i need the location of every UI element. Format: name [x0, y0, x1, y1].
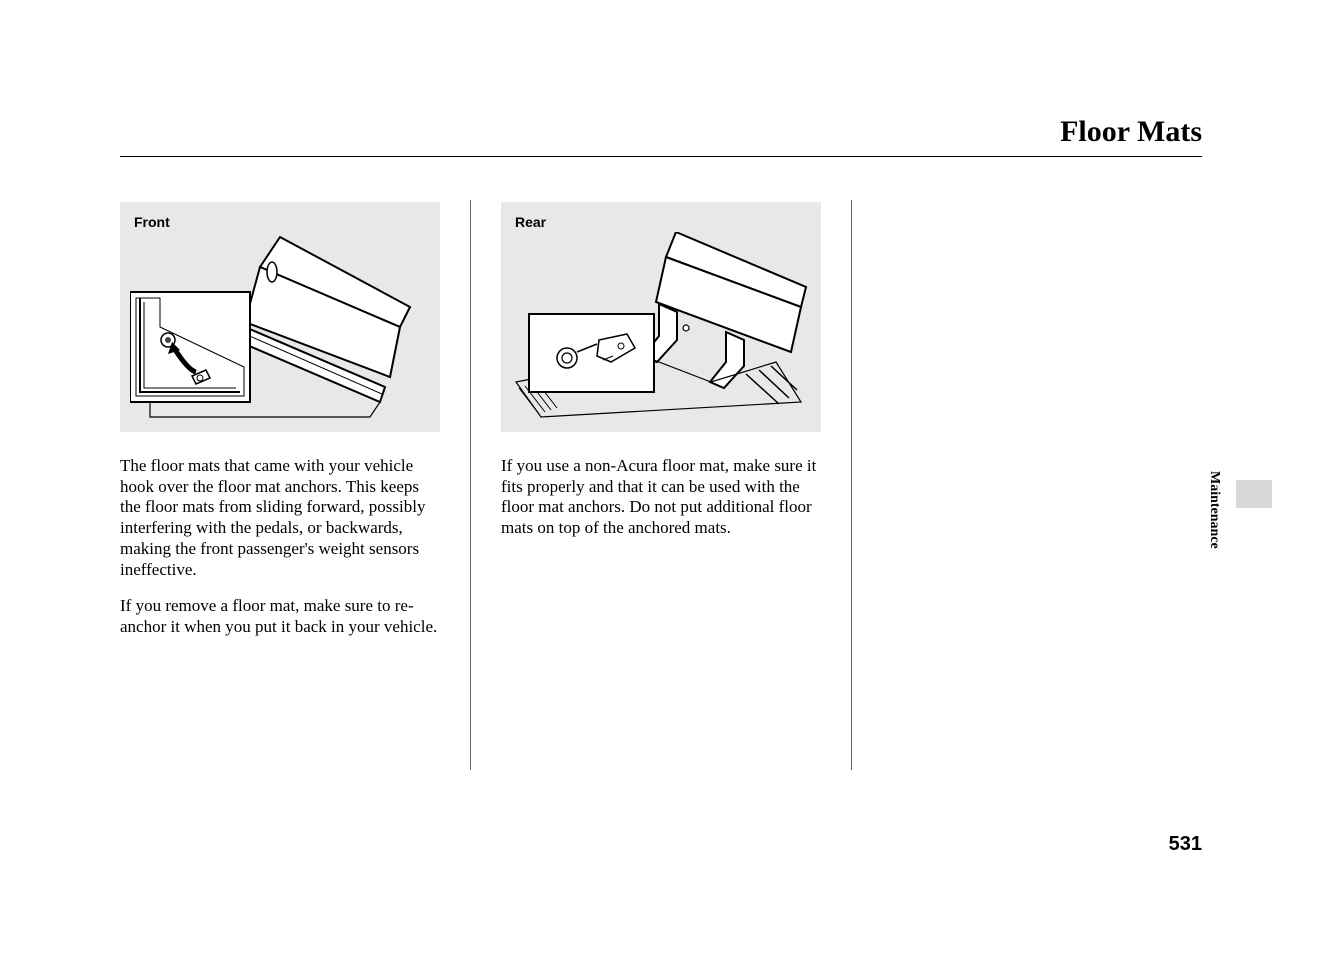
column-1: Front [120, 200, 470, 770]
paragraph: If you use a non-Acura floor mat, make s… [501, 456, 821, 539]
section-tab-bar [1236, 480, 1272, 508]
figure-label-rear: Rear [515, 214, 546, 230]
section-tab-label: Maintenance [1206, 471, 1222, 549]
paragraph: The floor mats that came with your vehic… [120, 456, 440, 580]
paragraph: If you remove a floor mat, make sure to … [120, 596, 440, 637]
figure-rear: Rear [501, 202, 821, 432]
title-rule [120, 156, 1202, 157]
content-columns: Front [120, 200, 1232, 770]
section-tab: Maintenance [1196, 430, 1232, 590]
rear-floor-mat-illustration [511, 232, 811, 422]
column-divider [851, 200, 852, 770]
manual-page: Floor Mats Front [0, 0, 1332, 954]
front-floor-mat-illustration [130, 232, 430, 422]
figure-front: Front [120, 202, 440, 432]
column-divider [470, 200, 471, 770]
figure-label-front: Front [134, 214, 170, 230]
column-3 [882, 200, 1232, 770]
page-number: 531 [1169, 833, 1202, 856]
page-title: Floor Mats [1060, 115, 1202, 149]
column-2: Rear [501, 200, 851, 770]
